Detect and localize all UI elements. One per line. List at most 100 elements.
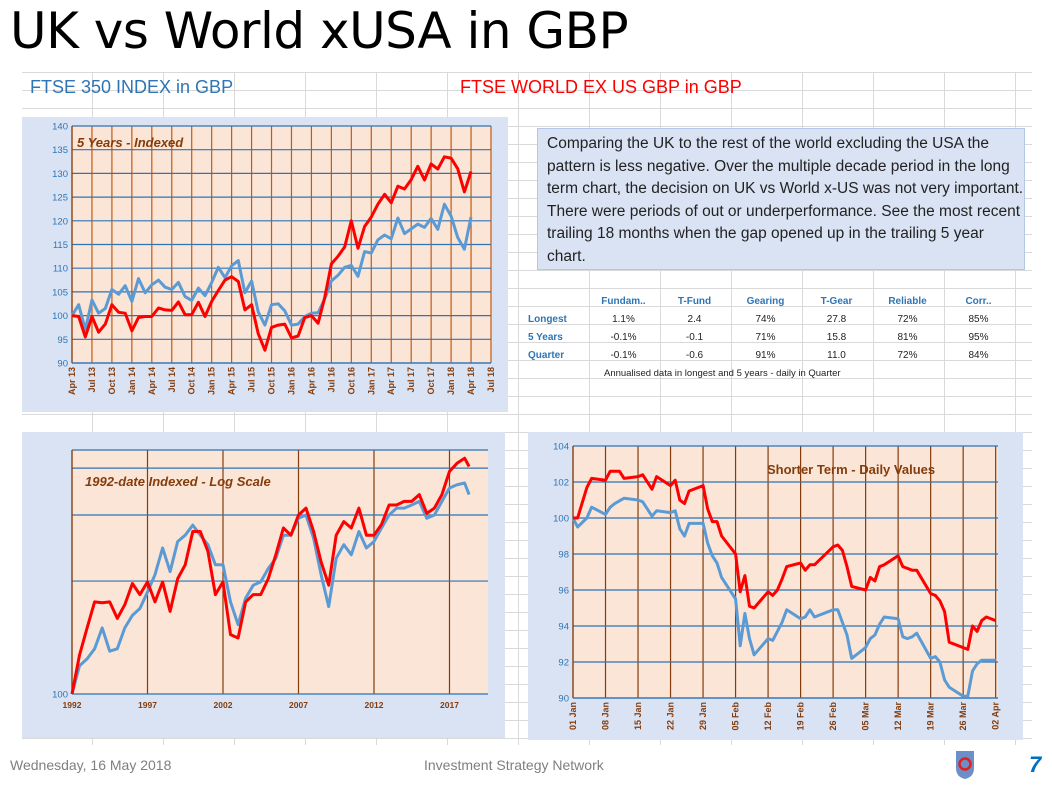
column-header: Reliable xyxy=(888,295,927,307)
table-cell: 11.0 xyxy=(827,349,846,361)
x-tick-label: Apr 17 xyxy=(386,367,396,395)
y-tick-label: 110 xyxy=(53,264,68,275)
x-tick-label: Oct 17 xyxy=(426,367,436,395)
y-tick-label: 96 xyxy=(558,586,569,597)
y-tick-label: 100 xyxy=(553,514,569,525)
table-footnote: Annualised data in longest and 5 years -… xyxy=(604,367,841,379)
x-tick-label: 19 Mar xyxy=(926,702,936,731)
table-cell: -0.6 xyxy=(685,349,704,361)
y-tick-label: 120 xyxy=(52,216,68,227)
x-tick-label: Apr 13 xyxy=(67,367,77,395)
x-tick-label: Jul 17 xyxy=(406,367,416,393)
footer-date: Wednesday, 16 May 2018 xyxy=(10,757,172,773)
x-tick-label: Apr 15 xyxy=(227,367,237,395)
x-tick-label: Oct 13 xyxy=(107,367,117,395)
x-tick-label: 26 Mar xyxy=(958,702,968,731)
table-cell: 27.8 xyxy=(826,313,847,325)
table-cell: 74% xyxy=(755,313,776,325)
world-series-header: FTSE WORLD EX US GBP in GBP xyxy=(460,77,742,97)
x-tick-label: 05 Mar xyxy=(861,702,871,731)
x-tick-label: 1992 xyxy=(63,700,82,710)
x-tick-label: 2017 xyxy=(440,700,459,710)
x-tick-label: 22 Jan xyxy=(666,702,676,730)
table-cell: -0.1% xyxy=(610,331,637,343)
x-tick-label: 2012 xyxy=(365,700,384,710)
table-row: Quarter -0.1% -0.6 91% 11.0 72% 84% xyxy=(524,346,1014,364)
y-tick-label: 95 xyxy=(57,335,68,346)
chart-title: 5 Years - Indexed xyxy=(77,135,184,150)
y-tick-label: 90 xyxy=(57,359,68,370)
x-tick-label: Jan 18 xyxy=(446,367,456,395)
x-tick-label: Apr 14 xyxy=(147,367,157,395)
x-tick-label: Oct 16 xyxy=(346,367,356,395)
x-tick-label: Jan 16 xyxy=(286,367,296,395)
x-tick-label: 01 Jan xyxy=(568,702,578,730)
x-tick-label: 19 Feb xyxy=(796,702,806,731)
x-tick-label: 02 Apr xyxy=(991,702,1001,730)
world-series-line xyxy=(70,456,471,695)
table-footnote-row: Annualised data in longest and 5 years -… xyxy=(524,364,1014,382)
y-tick-label: 125 xyxy=(52,193,68,204)
table-row: Longest 1.1% 2.4 74% 27.8 72% 85% xyxy=(524,310,1014,328)
x-tick-label: Jul 14 xyxy=(167,367,177,393)
table-cell: -0.1 xyxy=(685,331,704,343)
x-tick-label: Apr 18 xyxy=(466,367,476,395)
table-cell: 91% xyxy=(755,349,776,361)
plot-area xyxy=(72,450,488,694)
long-term-chart-panel: 100 1992 1997 2002 2007 2012 2017 xyxy=(22,432,505,738)
x-tick-label: 12 Feb xyxy=(763,702,773,731)
five-year-chart: 90 95 100 105 110 115 120 125 130 135 140 Apr 13 Jul… xyxy=(52,122,496,396)
table-cell: 15.8 xyxy=(826,331,847,343)
y-tick-label: 105 xyxy=(52,287,68,298)
shield-logo-icon xyxy=(955,750,975,785)
x-tick-label: Apr 16 xyxy=(306,367,316,395)
uk-series-line xyxy=(571,496,996,698)
footer-organization: Investment Strategy Network xyxy=(424,757,604,773)
y-tick-label: 115 xyxy=(53,240,68,251)
column-header: Corr.. xyxy=(965,295,992,307)
x-tick-label: 29 Jan xyxy=(698,702,708,730)
table-cell: 1.1% xyxy=(612,313,635,325)
column-header: Fundam.. xyxy=(601,295,646,307)
x-tick-label: 15 Jan xyxy=(633,702,643,730)
chart-title: Shorter Term - Daily Values xyxy=(767,462,936,477)
commentary-textbox: Comparing the UK to the rest of the worl… xyxy=(537,128,1025,270)
column-header: T-Fund xyxy=(677,295,712,307)
x-tick-label: Jul 13 xyxy=(87,367,97,393)
x-tick-label: 12 Mar xyxy=(893,702,903,731)
chart-title: 1992-date Indexed - Log Scale xyxy=(85,474,271,489)
statistics-table: Fundam.. T-Fund Gearing T-Gear Reliable … xyxy=(524,292,1014,382)
x-tick-label: Oct 14 xyxy=(187,367,197,395)
table-cell: 72% xyxy=(897,313,918,325)
world-series-line xyxy=(573,469,997,651)
y-tick-label: 94 xyxy=(558,622,569,633)
y-tick-label: 98 xyxy=(558,550,569,561)
slide-title: UK vs World xUSA in GBP xyxy=(10,2,629,60)
table-cell: 81% xyxy=(897,331,918,343)
page-number: 7 xyxy=(1029,752,1042,777)
y-tick-label: 135 xyxy=(52,145,68,156)
table-cell: 2.4 xyxy=(687,313,702,325)
y-tick-label: 90 xyxy=(558,694,569,705)
x-tick-label: 2007 xyxy=(289,700,308,710)
x-tick-label: Jul 18 xyxy=(486,367,496,393)
x-tick-label: 2002 xyxy=(214,700,233,710)
x-tick-label: 05 Feb xyxy=(731,702,741,731)
row-label: 5 Years xyxy=(528,331,563,343)
row-label: Quarter xyxy=(528,349,565,361)
y-tick-label: 92 xyxy=(558,658,569,669)
y-tick-label: 100 xyxy=(52,311,68,322)
table-cell: 71% xyxy=(755,331,776,343)
x-tick-label: Jul 15 xyxy=(247,367,257,393)
x-tick-label: 1997 xyxy=(138,700,157,710)
y-tick-label: 100 xyxy=(52,690,68,701)
daily-chart-panel: 90 92 94 96 98 100 102 104 01 Jan 08 Jan 15 Jan 22 … xyxy=(528,432,1023,740)
y-tick-label: 102 xyxy=(553,478,569,489)
world-series-line xyxy=(71,155,473,352)
row-label: Longest xyxy=(528,313,567,325)
table-cell: 85% xyxy=(968,313,989,325)
table-row: 5 Years -0.1% -0.1 71% 15.8 81% 95% xyxy=(524,328,1014,346)
daily-values-chart: 90 92 94 96 98 100 102 104 01 Jan 08 Jan 15 Jan 22 … xyxy=(553,442,1001,731)
y-tick-label: 104 xyxy=(553,442,569,453)
